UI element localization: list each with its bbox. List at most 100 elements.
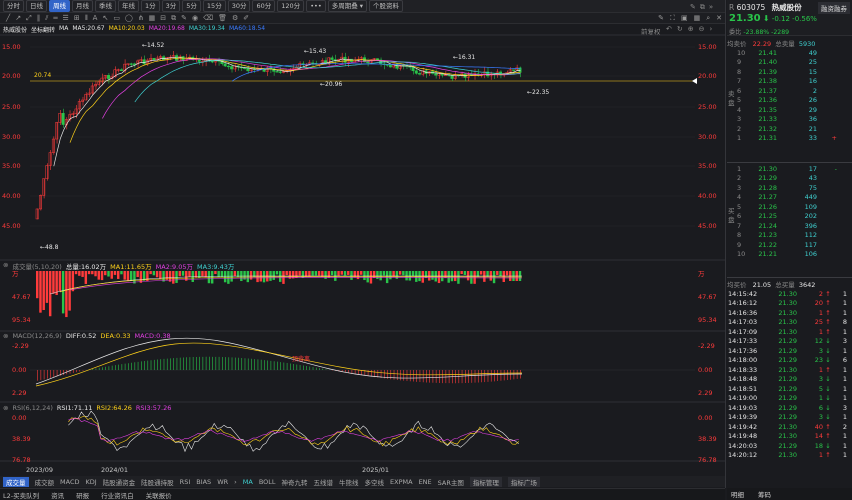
camera-icon[interactable]: ▣ [680, 14, 688, 22]
parallel-tool-icon[interactable]: ∥ [36, 13, 41, 22]
fib-tool-icon[interactable]: ☰ [62, 13, 69, 22]
eraser-icon[interactable]: ⌫ [203, 13, 214, 22]
brush-icon[interactable]: ✎ [181, 13, 188, 22]
bid-row[interactable]: 5 21.26 109 [727, 202, 852, 212]
zoom-out-icon[interactable]: ⊖ [698, 25, 705, 33]
rsi-title[interactable]: RSI(6,12,24) [12, 404, 53, 412]
overlay-tab-0[interactable]: MA [242, 477, 253, 486]
grid-icon[interactable]: ▦ [693, 14, 701, 22]
period-tab-3[interactable]: 月线 [72, 0, 93, 12]
indicator-tab-6[interactable]: RSI [179, 477, 191, 486]
ask-row[interactable]: 2 21.32 21 [727, 124, 852, 134]
overlay-tab-8[interactable]: SAR主图 [437, 478, 464, 487]
tab-detail[interactable]: 明细 [731, 491, 744, 499]
delete-tool-icon[interactable]: ▦ [148, 13, 156, 22]
ask-row[interactable]: 4 21.35 29 [727, 105, 852, 115]
ask-row[interactable]: 5 21.36 26 [727, 96, 852, 106]
bid-row[interactable]: 7 21.24 396 [727, 221, 852, 231]
fullscreen-icon[interactable]: ⛶ [670, 14, 675, 22]
period-tab-2[interactable]: 周线 [49, 0, 70, 12]
text-tool-icon[interactable]: A [92, 13, 98, 22]
period-tab-0[interactable]: 分时 [3, 0, 24, 12]
overlay-tab-1[interactable]: BOLL [258, 477, 276, 486]
close-icon[interactable]: ✕ [716, 14, 722, 22]
magnet-tool-icon[interactable]: ⋔ [137, 13, 144, 22]
overlay-tab-3[interactable]: 五线谱 [313, 478, 334, 487]
period-tab-1[interactable]: 日线 [26, 0, 47, 12]
status-item-1[interactable]: 资讯 [51, 491, 65, 500]
bid-row[interactable]: 10 21.21 106 [727, 250, 852, 260]
macd-title[interactable]: MACD(12,26,9) [12, 332, 62, 340]
rect-tool-icon[interactable]: ▭ [113, 13, 120, 22]
highlight-icon[interactable]: ✐ [243, 13, 250, 22]
indicator-scroll-icon[interactable]: › [234, 477, 237, 486]
main-chart[interactable] [0, 24, 725, 476]
period-tab-11[interactable]: 60分 [252, 0, 276, 12]
prev-adjust-label[interactable]: 前复权 [641, 28, 661, 36]
settings-tool-icon[interactable]: ⚙ [231, 13, 239, 22]
indicator-tab-5[interactable]: 陆股通持股 [141, 478, 174, 487]
ask-row[interactable]: 1 21.31 33 + [727, 134, 852, 144]
bid-row[interactable]: 8 21.23 112 [727, 231, 852, 241]
restore-icon[interactable]: ⧉ [699, 3, 705, 11]
ask-row[interactable]: 8 21.39 15 [727, 67, 852, 77]
indicator-tab-3[interactable]: KDJ [85, 477, 97, 486]
ask-row[interactable]: 9 21.40 25 [727, 58, 852, 68]
legend-coord[interactable]: 坐标翻转 [31, 27, 56, 34]
status-item-0[interactable]: L2-买卖队列 [3, 491, 40, 500]
multi-period-button[interactable]: 多周期叠 ▾ [327, 0, 368, 12]
macd-toggle-icon[interactable]: ⊗ [3, 332, 9, 340]
eye-icon[interactable]: ◉ [192, 13, 199, 22]
volume-title[interactable]: 成交量(5,10,20) [12, 263, 62, 271]
period-tab-5[interactable]: 年线 [118, 0, 139, 12]
period-tab-10[interactable]: 30分 [227, 0, 251, 12]
status-item-3[interactable]: 行业资讯白 [101, 491, 134, 500]
bid-row[interactable]: 3 21.28 75 [727, 183, 852, 193]
ask-row[interactable]: 6 21.37 2 [727, 86, 852, 96]
trash-icon[interactable]: 🗑 [218, 13, 227, 22]
line-tool-icon[interactable]: ╱ [6, 13, 11, 22]
overlay-tab-5[interactable]: 多空线 [364, 478, 385, 487]
edit-icon[interactable]: ✎ [658, 14, 665, 22]
pin-icon[interactable]: ✎ [690, 3, 696, 11]
period-tab-4[interactable]: 季线 [95, 0, 116, 12]
bid-row[interactable]: 9 21.22 117 [727, 240, 852, 250]
ask-row[interactable]: 10 21.41 49 [727, 48, 852, 58]
indicator-tab-7[interactable]: BIAS [196, 477, 212, 486]
overlay-button-1[interactable]: 指标广场 [507, 476, 540, 487]
overlay-tab-6[interactable]: EXPMA [390, 477, 413, 486]
bid-row[interactable]: 1 21.30 17 - [727, 164, 852, 174]
indicator-tab-0[interactable]: 成交量 [3, 476, 29, 487]
arrow-tool-icon[interactable]: ↖ [102, 13, 109, 22]
lock-tool-icon[interactable]: ⊟ [160, 13, 167, 22]
legend-ma-title[interactable]: MA [59, 25, 69, 32]
layers-icon[interactable]: ⧉ [171, 13, 177, 22]
tab-chips[interactable]: 筹码 [758, 491, 771, 499]
volume-toggle-icon[interactable]: ⊗ [3, 261, 9, 269]
status-item-4[interactable]: 关联报价 [145, 491, 172, 500]
period-tab-9[interactable]: 15分 [202, 0, 226, 12]
indicator-tab-4[interactable]: 陆股通资金 [102, 478, 136, 487]
indicator-tab-8[interactable]: WR [217, 477, 229, 486]
collapse-icon[interactable]: » [708, 3, 714, 11]
refresh-icon[interactable]: ↻ [676, 25, 683, 33]
period-tool-icon[interactable]: ⫴ [84, 13, 88, 22]
period-tab-6[interactable]: 1分 [141, 0, 160, 12]
bid-row[interactable]: 6 21.25 202 [727, 212, 852, 222]
ray-tool-icon[interactable]: ↗ [15, 13, 22, 22]
ask-row[interactable]: 7 21.38 16 [727, 77, 852, 87]
overlay-tab-7[interactable]: ENE [418, 477, 432, 486]
bid-row[interactable]: 4 21.27 449 [727, 193, 852, 203]
period-tab-12[interactable]: 120分 [277, 0, 305, 12]
horizontal-line-icon[interactable]: ═ [53, 13, 58, 22]
bid-row[interactable]: 2 21.29 43 [727, 174, 852, 184]
overlay-tab-4[interactable]: 牛熊线 [339, 478, 359, 487]
rsi-toggle-icon[interactable]: ⊗ [3, 404, 9, 412]
move-right-icon[interactable]: › [709, 25, 713, 33]
finance-button[interactable]: 融资融券 [818, 2, 850, 14]
search-icon[interactable]: ⌕ [706, 14, 711, 22]
status-item-2[interactable]: 研报 [76, 491, 90, 500]
circle-tool-icon[interactable]: ◯ [124, 13, 133, 22]
ask-row[interactable]: 3 21.33 36 [727, 115, 852, 125]
indicator-tab-2[interactable]: MACD [60, 477, 80, 486]
